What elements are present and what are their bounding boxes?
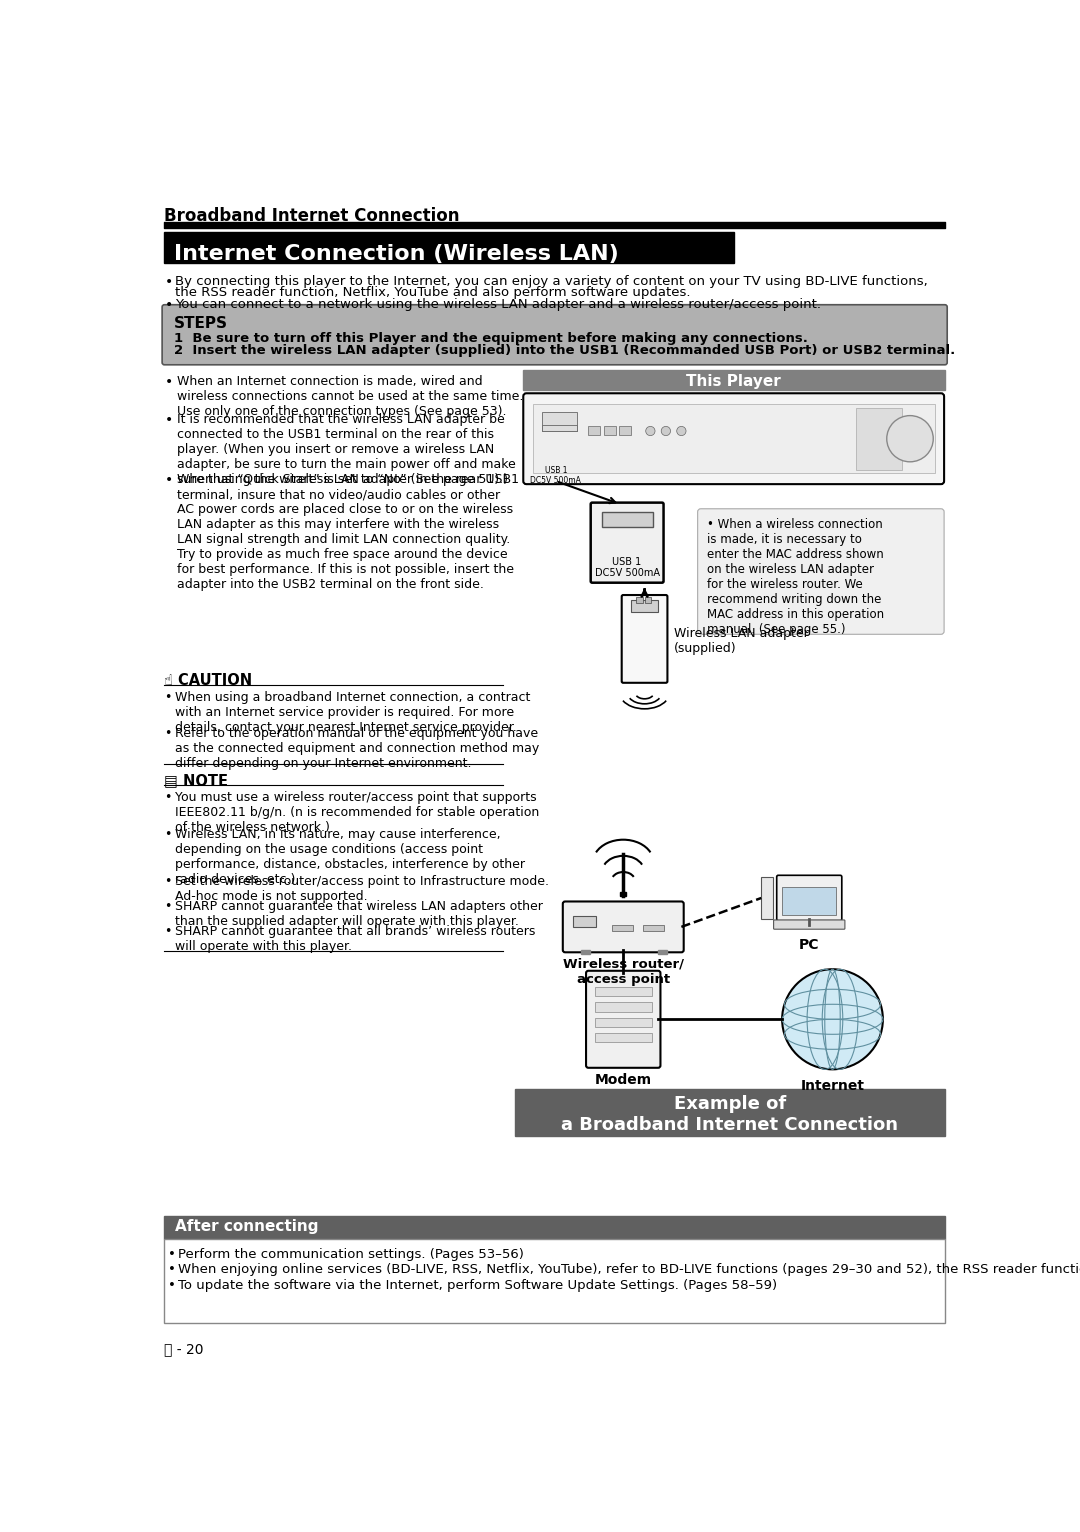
Text: SHARP cannot guarantee that wireless LAN adapters other
than the supplied adapte: SHARP cannot guarantee that wireless LAN… (175, 899, 543, 928)
FancyBboxPatch shape (622, 594, 667, 683)
Text: When using a broadband Internet connection, a contract
with an Internet service : When using a broadband Internet connecti… (175, 691, 530, 734)
Bar (782, 887, 836, 915)
Bar (595, 1033, 652, 1042)
Bar (619, 426, 631, 435)
Text: ⓔ - 20: ⓔ - 20 (164, 1342, 204, 1357)
Text: ☝︎ CAUTION: ☝︎ CAUTION (164, 673, 253, 688)
Bar (658, 950, 667, 954)
Text: When using the wireless LAN adapter in the rear USB1
terminal, insure that no vi: When using the wireless LAN adapter in t… (177, 473, 518, 591)
Bar (602, 512, 652, 527)
Text: •: • (164, 414, 173, 427)
Text: 2  Insert the wireless LAN adapter (supplied) into the USB1 (Recommanded USB Por: 2 Insert the wireless LAN adapter (suppl… (174, 345, 955, 357)
FancyBboxPatch shape (591, 502, 663, 582)
Bar (595, 1017, 652, 1026)
FancyBboxPatch shape (773, 919, 845, 930)
Text: Internet: Internet (800, 1079, 864, 1092)
Text: •: • (164, 792, 172, 804)
Text: •: • (167, 1249, 175, 1261)
Text: Modem: Modem (595, 1074, 652, 1088)
Text: •: • (164, 875, 172, 887)
Bar (542, 412, 577, 430)
Text: •: • (167, 1264, 175, 1276)
Text: the RSS reader function, Netflix, YouTube and also perform software updates.: the RSS reader function, Netflix, YouTub… (175, 286, 691, 299)
Text: •: • (164, 728, 172, 740)
Text: When an Internet connection is made, wired and
wireless connections cannot be us: When an Internet connection is made, wir… (177, 375, 523, 418)
FancyBboxPatch shape (777, 875, 841, 921)
Bar (631, 601, 658, 611)
Text: Broadband Internet Connection: Broadband Internet Connection (164, 207, 460, 225)
Text: This Player: This Player (686, 374, 781, 389)
Bar (604, 426, 616, 435)
Bar (532, 404, 935, 473)
Circle shape (677, 426, 686, 435)
Text: Set the wireless router/access point to Infrastructure mode.
Ad-hoc mode is not : Set the wireless router/access point to … (175, 875, 550, 902)
Circle shape (661, 426, 671, 435)
Bar (761, 876, 773, 919)
Text: USB 1
DC5V 500mA: USB 1 DC5V 500mA (595, 556, 660, 578)
Text: SHARP cannot guarantee that all brands’ wireless routers
will operate with this : SHARP cannot guarantee that all brands’ … (175, 925, 536, 953)
Text: •: • (164, 375, 173, 389)
Bar (643, 925, 664, 931)
Text: • When a wireless connection
is made, it is necessary to
enter the MAC address s: • When a wireless connection is made, it… (707, 518, 885, 636)
FancyBboxPatch shape (524, 394, 944, 484)
Bar (581, 950, 590, 954)
Bar (620, 892, 626, 896)
Text: Perform the communication settings. (Pages 53–56): Perform the communication settings. (Pag… (178, 1249, 524, 1261)
Text: PC: PC (799, 939, 820, 953)
Text: After connecting: After connecting (175, 1219, 319, 1235)
Text: •: • (167, 1279, 175, 1291)
FancyBboxPatch shape (162, 305, 947, 365)
Bar (589, 426, 600, 435)
Bar (542, 424, 577, 430)
Circle shape (782, 970, 882, 1069)
Bar (636, 596, 643, 602)
Bar (855, 408, 902, 469)
Bar (595, 1002, 652, 1011)
Text: •: • (164, 691, 172, 705)
Bar (611, 925, 633, 931)
Text: Refer to the operation manual of the equipment you have
as the connected equipme: Refer to the operation manual of the equ… (175, 728, 540, 771)
Text: Wireless LAN, in its nature, may cause interference,
depending on the usage cond: Wireless LAN, in its nature, may cause i… (175, 827, 525, 885)
Bar (515, 1089, 945, 1137)
Text: •: • (164, 925, 172, 938)
Text: Wireless LAN adapter
(supplied): Wireless LAN adapter (supplied) (674, 628, 808, 656)
Text: STEPS: STEPS (174, 316, 228, 331)
Text: You must use a wireless router/access point that supports
IEEE802.11 b/g/n. (n i: You must use a wireless router/access po… (175, 792, 540, 835)
Bar (595, 987, 652, 996)
Text: Example of
a Broadband Internet Connection: Example of a Broadband Internet Connecti… (562, 1095, 899, 1134)
Text: By connecting this player to the Internet, you can enjoy a variety of content on: By connecting this player to the Interne… (175, 274, 928, 288)
Text: Wireless router/
access point: Wireless router/ access point (563, 958, 684, 985)
Bar (645, 596, 651, 602)
Bar (572, 916, 596, 927)
Text: •: • (164, 899, 172, 913)
Text: •: • (164, 274, 173, 288)
Text: When enjoying online services (BD-LIVE, RSS, Netflix, YouTube), refer to BD-LIVE: When enjoying online services (BD-LIVE, … (178, 1264, 1080, 1276)
FancyBboxPatch shape (586, 971, 661, 1068)
Bar (164, 1215, 945, 1239)
Bar (164, 233, 734, 264)
Text: •: • (164, 827, 172, 841)
Text: 1  Be sure to turn off this Player and the equipment before making any connectio: 1 Be sure to turn off this Player and th… (174, 332, 808, 345)
Text: To update the software via the Internet, perform Software Update Settings. (Page: To update the software via the Internet,… (178, 1279, 778, 1291)
FancyBboxPatch shape (698, 509, 944, 634)
Text: Internet Connection (Wireless LAN): Internet Connection (Wireless LAN) (174, 244, 619, 264)
Bar (523, 371, 945, 391)
FancyBboxPatch shape (563, 901, 684, 953)
Text: It is recommended that the wireless LAN adapter be
connected to the USB1 termina: It is recommended that the wireless LAN … (177, 414, 515, 486)
Text: USB 1
DC5V 500mA: USB 1 DC5V 500mA (530, 466, 581, 486)
Text: •: • (164, 473, 173, 487)
Text: You can connect to a network using the wireless LAN adapter and a wireless route: You can connect to a network using the w… (175, 297, 821, 311)
FancyBboxPatch shape (164, 1239, 945, 1324)
Text: ▤ NOTE: ▤ NOTE (164, 772, 229, 787)
Circle shape (887, 415, 933, 461)
Text: •: • (164, 297, 173, 313)
Circle shape (646, 426, 656, 435)
